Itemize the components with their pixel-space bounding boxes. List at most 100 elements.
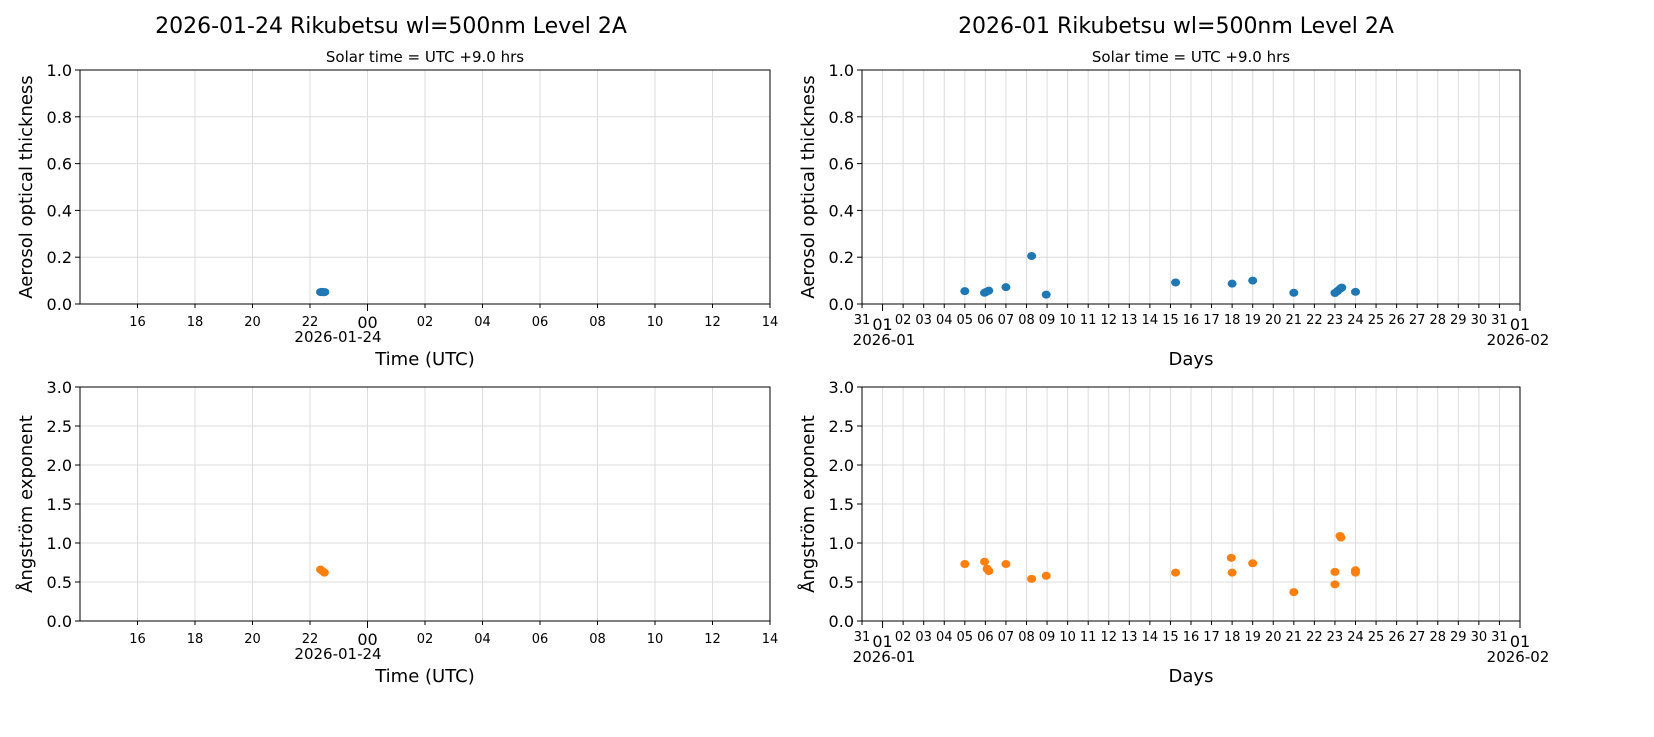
y-tick-label: 0.2 (829, 248, 854, 267)
x-tick-label: 06 (532, 315, 549, 330)
y-tick-label: 1.0 (829, 534, 854, 553)
x-tick-label: 03 (915, 313, 932, 328)
x-tick-label: 16 (129, 632, 146, 647)
x-tick-label: 19 (1244, 630, 1261, 645)
x-tick-label: 14 (762, 315, 779, 330)
x-tick-label: 22 (302, 632, 319, 647)
y-tick-label: 1.5 (829, 495, 854, 514)
data-point (960, 287, 970, 296)
y-tick-label: 0.4 (829, 201, 854, 220)
x-tick-label: 28 (1429, 313, 1446, 328)
x-tick-label: 08 (1018, 313, 1035, 328)
x-tick-label: 12 (704, 315, 721, 330)
y-tick-label: 0.6 (829, 155, 854, 174)
x-tick-label: 06 (977, 313, 994, 328)
x-tick-label: 18 (187, 315, 204, 330)
x-tick-label: 30 (1471, 630, 1488, 645)
left-title: 2026-01-24 Rikubetsu wl=500nm Level 2A (155, 14, 627, 39)
x-tick-label: 21 (1286, 630, 1303, 645)
x-tick-label: 22 (302, 315, 319, 330)
x-tick-label: 20 (1265, 313, 1282, 328)
y-tick-label: 1.0 (829, 61, 854, 80)
x-tick-label: 30 (1471, 313, 1488, 328)
x-tick-label: 08 (1018, 630, 1035, 645)
x-tick-label: 18 (1224, 630, 1241, 645)
data-point (1227, 568, 1237, 577)
data-point (319, 568, 329, 577)
x-tick-label: 22 (1306, 313, 1323, 328)
x-tick-label: 31 (1491, 630, 1508, 645)
x-tick-label: 31 (854, 313, 871, 328)
x-tick-label: 23 (1327, 313, 1344, 328)
data-point (1226, 553, 1236, 562)
x-tick-label: 20 (244, 632, 261, 647)
y-tick-label: 0.5 (47, 573, 72, 592)
x-tick-label: 13 (1121, 630, 1138, 645)
y-axis-label: Aerosol optical thickness (798, 75, 819, 298)
x-tick-label: 01 (872, 315, 892, 334)
x-tick-label: 29 (1450, 313, 1467, 328)
y-tick-label: 0.0 (829, 612, 854, 631)
x-tick-label: 04 (474, 315, 491, 330)
x-tick-label: 03 (915, 630, 932, 645)
x-tick-label: 24 (1347, 630, 1364, 645)
y-tick-label: 0.0 (829, 295, 854, 314)
data-point (1027, 574, 1037, 583)
x-tick-label: 09 (1039, 313, 1056, 328)
data-point (1351, 568, 1360, 577)
x-tick-label: 05 (957, 313, 974, 328)
y-tick-label: 0.5 (829, 573, 854, 592)
data-point (984, 567, 994, 576)
x-tick-label: 19 (1244, 313, 1261, 328)
x-date-label: 2026-01-24 (294, 645, 381, 663)
x-tick-label: 02 (895, 313, 912, 328)
y-tick-label: 0.6 (47, 155, 72, 174)
data-point (1001, 283, 1011, 292)
y-tick-label: 3.0 (47, 378, 72, 397)
x-tick-label: 07 (998, 630, 1015, 645)
x-tick-label: 00 (357, 630, 377, 649)
x-tick-label: 09 (1039, 630, 1056, 645)
data-point (1289, 288, 1299, 297)
x-date-label: 2026-01-24 (294, 328, 381, 346)
y-tick-label: 0.0 (47, 612, 72, 631)
x-tick-label: 12 (704, 632, 721, 647)
x-tick-label: 02 (417, 632, 434, 647)
data-point (1330, 567, 1340, 576)
x-tick-label: 15 (1162, 313, 1179, 328)
data-point (1351, 287, 1360, 296)
x-tick-label: 16 (1183, 630, 1200, 645)
x-tick-label: 31 (854, 630, 871, 645)
data-point (320, 288, 330, 297)
x-tick-label: 02 (895, 630, 912, 645)
x-tick-label: 14 (1142, 630, 1159, 645)
y-tick-label: 2.0 (829, 456, 854, 475)
x-tick-label: 20 (1265, 630, 1282, 645)
y-tick-label: 1.0 (47, 61, 72, 80)
x-tick-label: 25 (1368, 313, 1385, 328)
y-axis-label: Ångström exponent (15, 415, 37, 593)
data-point (1336, 533, 1346, 542)
data-point (1171, 568, 1181, 577)
x-tick-label: 23 (1327, 630, 1344, 645)
data-point (1041, 571, 1051, 580)
x-tick-label: 18 (187, 632, 204, 647)
x-tick-label: 27 (1409, 630, 1426, 645)
x-tick-label: 10 (1059, 313, 1076, 328)
x-axis-label: Days (1169, 666, 1214, 687)
y-tick-label: 2.5 (47, 417, 72, 436)
x-tick-label: 16 (129, 315, 146, 330)
y-tick-label: 0.4 (47, 201, 72, 220)
x-tick-label: 22 (1306, 630, 1323, 645)
x-tick-label: 06 (977, 630, 994, 645)
data-point (1330, 580, 1340, 589)
x-date-label: 2026-02 (1487, 331, 1550, 349)
x-tick-label: 06 (532, 632, 549, 647)
x-tick-label: 16 (1183, 313, 1200, 328)
x-tick-label: 04 (936, 313, 953, 328)
y-tick-label: 2.0 (47, 456, 72, 475)
x-date-label: 2026-01 (853, 648, 916, 666)
axes-frame (79, 69, 771, 305)
x-tick-label: 02 (417, 315, 434, 330)
